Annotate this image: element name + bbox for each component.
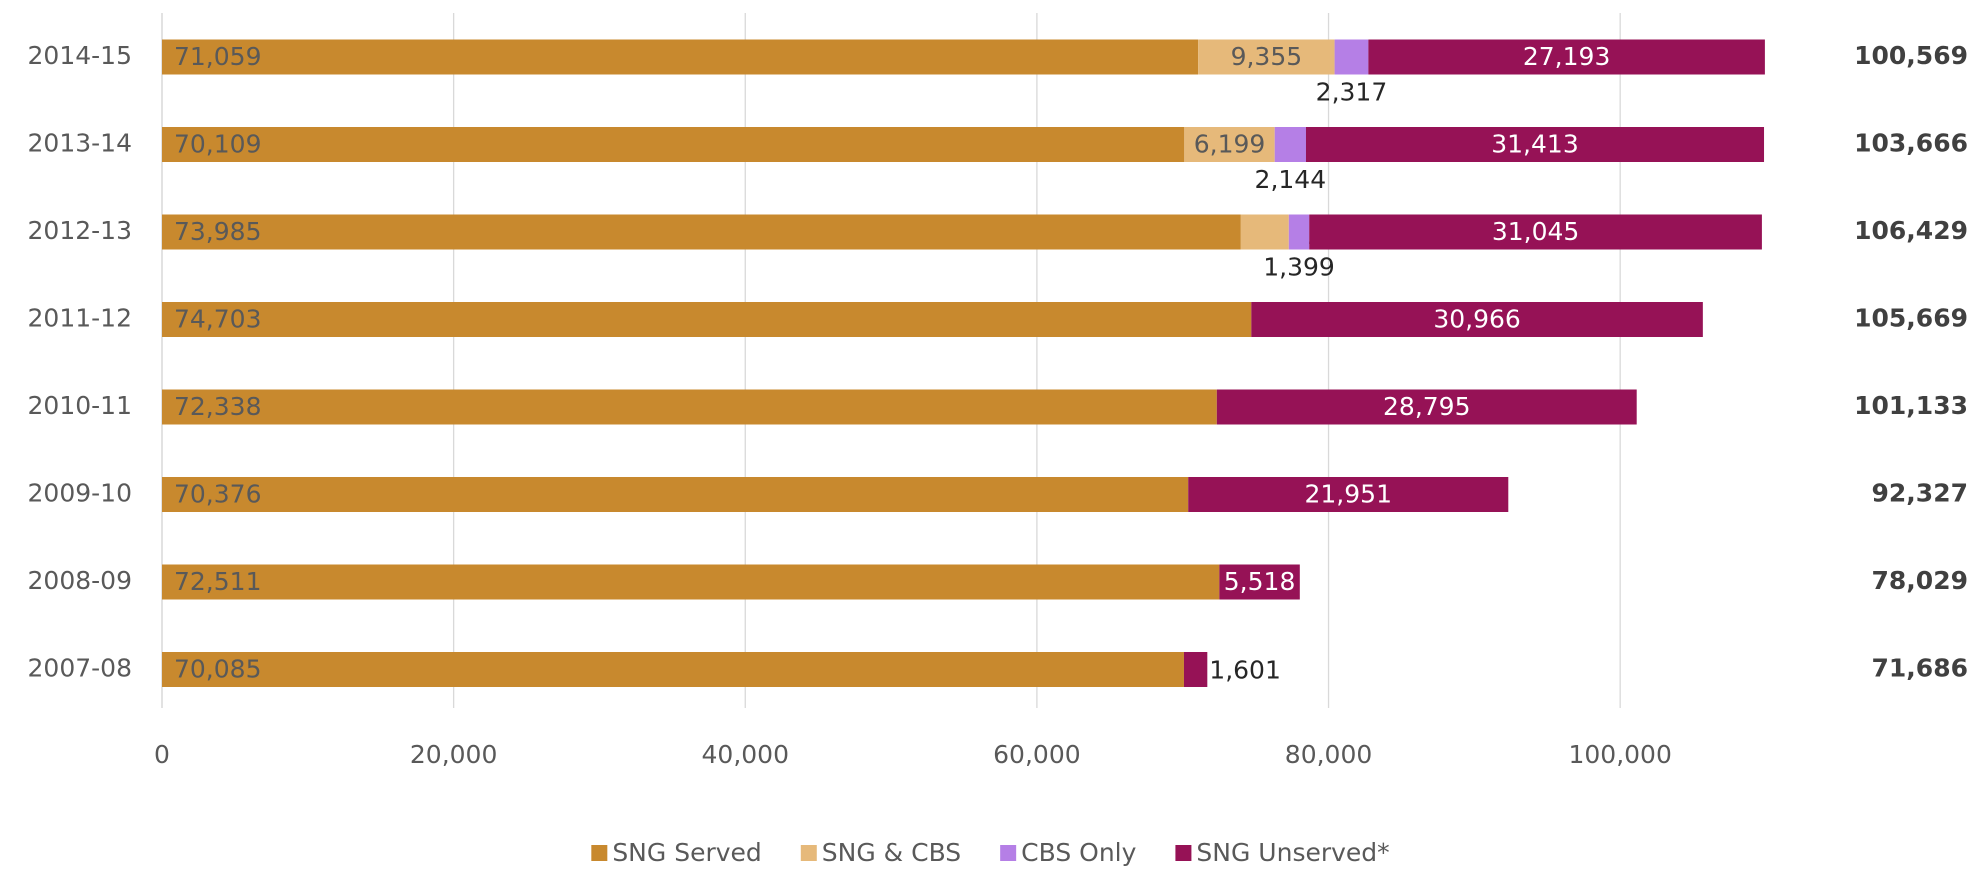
- total-label: 71,686: [1872, 654, 1968, 683]
- bar-segment: [1288, 214, 1310, 250]
- y-tick-label: 2008-09: [28, 566, 132, 595]
- legend-swatch: [591, 845, 608, 861]
- bar-segment: [1216, 389, 1637, 425]
- y-tick-label: 2011-12: [28, 304, 132, 333]
- data-label: 28,795: [1383, 392, 1470, 421]
- bar-segment: [1240, 214, 1289, 250]
- data-label: 2,317: [1316, 78, 1388, 107]
- bar-segment: [1183, 652, 1208, 687]
- bar-segment: [162, 389, 1217, 425]
- bar-segment: [1198, 39, 1335, 75]
- data-label: 9,355: [1231, 42, 1303, 71]
- x-tick-label: 80,000: [1285, 740, 1372, 769]
- legend-swatch: [1175, 845, 1192, 861]
- bar-segment: [162, 302, 1252, 337]
- bar-segment: [1251, 302, 1703, 337]
- bar-segment: [1184, 127, 1275, 162]
- total-label: 101,133: [1854, 391, 1968, 420]
- y-tick-label: 2014-15: [28, 41, 132, 70]
- legend-label: SNG Served: [612, 838, 761, 867]
- data-label: 1,399: [1263, 253, 1335, 282]
- bar-segment: [1334, 39, 1369, 75]
- x-tick-label: 20,000: [410, 740, 497, 769]
- data-label: 73,985: [174, 217, 261, 246]
- total-label: 78,029: [1872, 566, 1968, 595]
- bar-segment: [1305, 127, 1765, 162]
- bar-segment: [1368, 39, 1765, 75]
- data-label: 30,966: [1433, 305, 1520, 334]
- data-label: 2,144: [1255, 165, 1327, 194]
- legend-swatch: [1000, 845, 1017, 861]
- data-label: 72,511: [174, 567, 261, 596]
- total-label: 100,569: [1854, 41, 1968, 70]
- y-tick-label: 2013-14: [28, 129, 132, 158]
- y-tick-label: 2009-10: [28, 479, 132, 508]
- legend-label: CBS Only: [1021, 838, 1136, 867]
- x-tick-label: 0: [154, 740, 170, 769]
- bar-segment: [162, 477, 1189, 512]
- x-tick-label: 40,000: [702, 740, 789, 769]
- bar-segment: [162, 39, 1199, 75]
- y-tick-label: 2012-13: [28, 216, 132, 245]
- data-label: 71,059: [174, 42, 261, 71]
- total-label: 105,669: [1854, 304, 1968, 333]
- data-label: 31,413: [1491, 130, 1578, 159]
- bar-segment: [162, 652, 1184, 687]
- total-label: 92,327: [1872, 479, 1968, 508]
- x-tick-label: 100,000: [1568, 740, 1671, 769]
- data-label: 5,518: [1224, 567, 1296, 596]
- bar-segment: [162, 214, 1241, 250]
- legend-label: SNG & CBS: [822, 838, 961, 867]
- data-label: 70,085: [174, 655, 261, 684]
- legend-label: SNG Unserved*: [1196, 838, 1389, 867]
- bar-segment: [162, 127, 1185, 162]
- data-label: 21,951: [1305, 480, 1392, 509]
- bar-segment: [162, 564, 1220, 600]
- legend-swatch: [800, 845, 817, 861]
- bar-segment: [1274, 127, 1306, 162]
- data-label: 74,703: [174, 305, 261, 334]
- data-label: 70,109: [174, 130, 261, 159]
- data-label: 6,199: [1194, 130, 1266, 159]
- total-label: 103,666: [1854, 129, 1968, 158]
- data-label: 72,338: [174, 392, 261, 421]
- x-tick-label: 60,000: [993, 740, 1080, 769]
- y-tick-label: 2010-11: [28, 391, 132, 420]
- y-tick-label: 2007-08: [28, 654, 132, 683]
- data-label: 31,045: [1492, 217, 1579, 246]
- data-label: 27,193: [1523, 42, 1610, 71]
- bar-segment: [1219, 564, 1300, 600]
- total-label: 106,429: [1854, 216, 1968, 245]
- bar-segment: [1188, 477, 1509, 512]
- bar-segment: [1309, 214, 1762, 250]
- data-label: 1,601: [1209, 656, 1281, 685]
- data-label: 70,376: [174, 480, 261, 509]
